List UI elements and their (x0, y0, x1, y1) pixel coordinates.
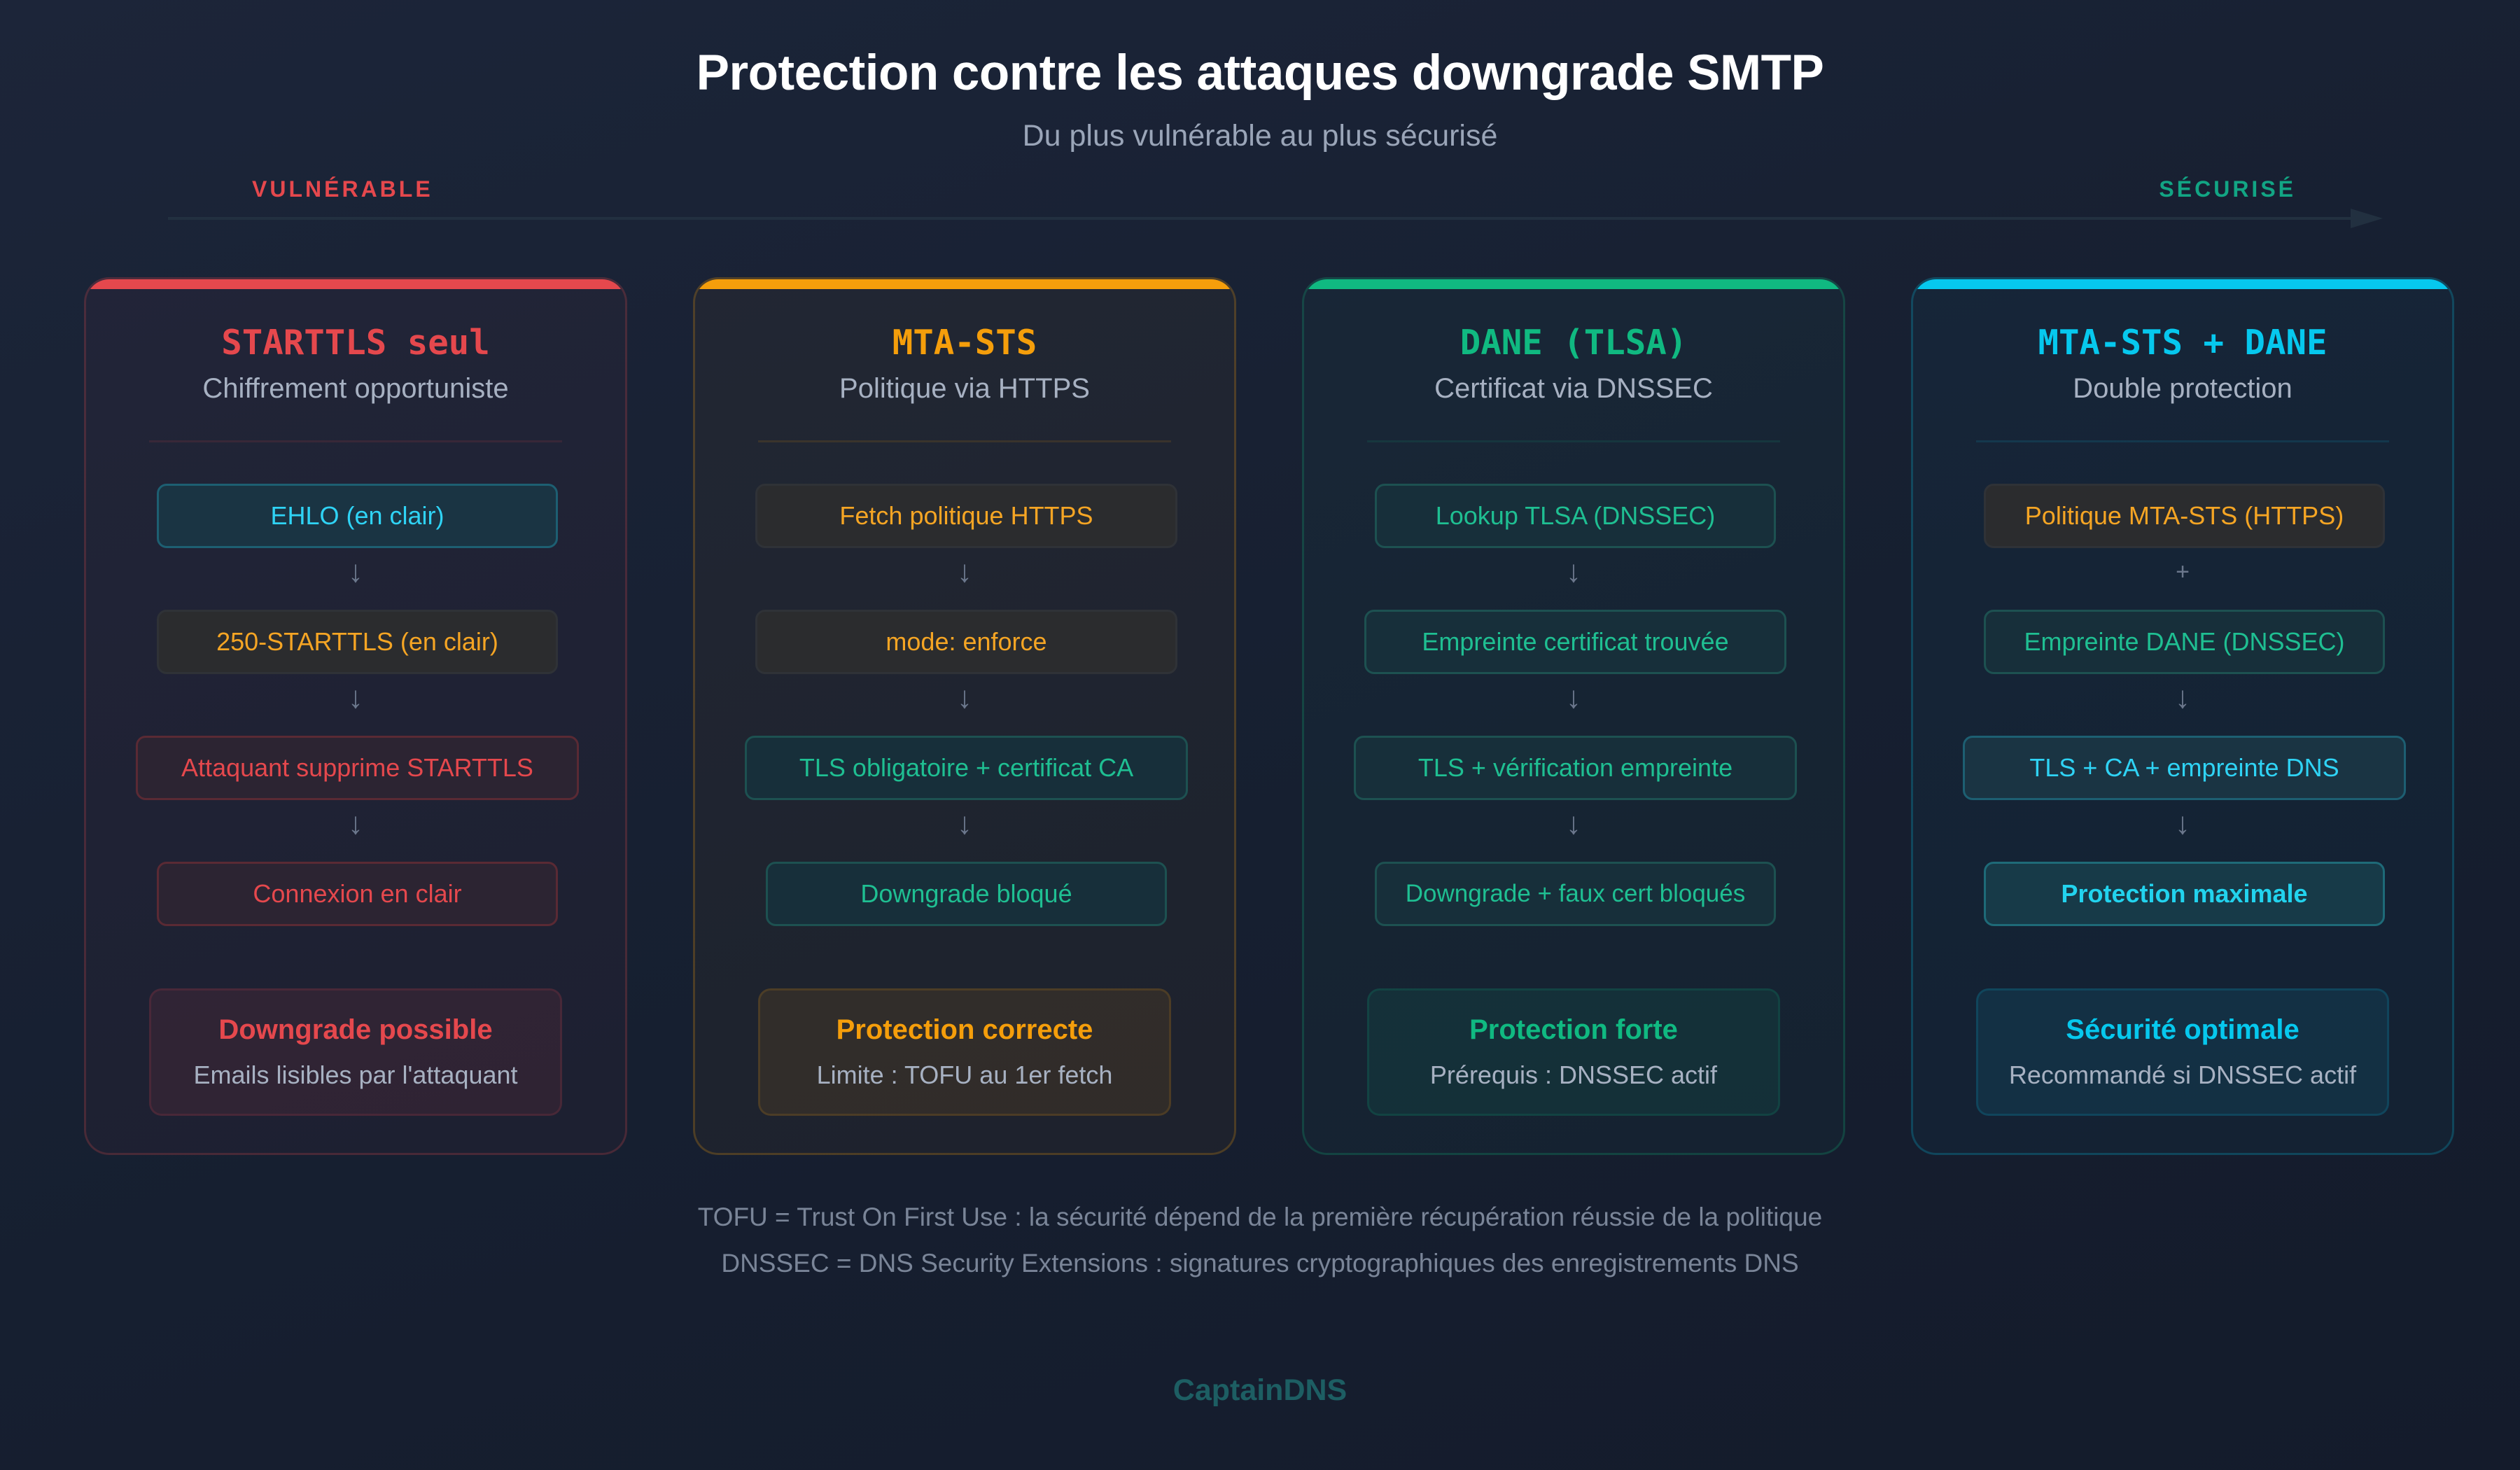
arrow-down-icon: ↓ (2175, 806, 2190, 841)
plus-icon: + (2176, 559, 2190, 585)
card-accent-bar (1913, 279, 2452, 289)
flow-step-plaintext: Connexion en clair (157, 862, 558, 926)
flow-step-blocked: Downgrade + faux cert bloqués (1375, 862, 1776, 926)
arrow-right-icon (2351, 209, 2383, 228)
summary-text: Emails lisibles par l'attaquant (193, 1060, 518, 1089)
flow-step-tls-ca-dns: TLS + CA + empreinte DNS (1963, 736, 2406, 800)
card-divider (758, 440, 1171, 442)
footnote-dnssec: DNSSEC = DNS Security Extensions : signa… (721, 1249, 1799, 1278)
flow-step-dane-fingerprint: Empreinte DANE (DNSSEC) (1984, 610, 2385, 674)
card-subtitle: Chiffrement opportuniste (202, 373, 509, 404)
footnote-tofu: TOFU = Trust On First Use : la sécurité … (697, 1203, 1823, 1231)
card-title: MTA-STS + DANE (2038, 323, 2328, 363)
scale-label-secure: SÉCURISÉ (2159, 176, 2296, 202)
flow-step-fingerprint-check: TLS + vérification empreinte (1354, 736, 1797, 800)
arrow-down-icon: ↓ (348, 680, 363, 715)
arrow-down-icon: ↓ (1566, 554, 1581, 589)
card-divider (149, 440, 562, 442)
arrow-down-icon: ↓ (957, 806, 972, 841)
card-divider (1367, 440, 1780, 442)
flow-step-blocked: Downgrade bloqué (766, 862, 1167, 926)
flow-step-starttls: 250-STARTTLS (en clair) (157, 610, 558, 674)
summary-box: Downgrade possible Emails lisibles par l… (149, 988, 562, 1116)
summary-box: Protection forte Prérequis : DNSSEC acti… (1367, 988, 1780, 1116)
flow-step-fetch-policy: Fetch politique HTTPS (755, 484, 1177, 548)
card-accent-bar (1304, 279, 1843, 289)
card-mta-sts-dane: MTA-STS + DANE Double protection Politiq… (1911, 277, 2454, 1155)
summary-title: Downgrade possible (218, 1014, 493, 1045)
card-accent-bar (695, 279, 1234, 289)
scale-label-vulnerable: VULNÉRABLE (252, 176, 433, 202)
card-mta-sts: MTA-STS Politique via HTTPS Fetch politi… (693, 277, 1236, 1155)
summary-text: Limite : TOFU au 1er fetch (816, 1060, 1113, 1089)
card-title: MTA-STS (892, 323, 1037, 363)
flow-step-max-protection: Protection maximale (1984, 862, 2385, 926)
arrow-down-icon: ↓ (2175, 680, 2190, 715)
card-subtitle: Certificat via DNSSEC (1434, 373, 1713, 404)
brand-logo-text: CaptainDNS (1172, 1373, 1348, 1407)
card-subtitle: Double protection (2073, 373, 2292, 404)
card-accent-bar (86, 279, 625, 289)
summary-text: Recommandé si DNSSEC actif (2008, 1060, 2357, 1089)
flow-step-tls-required: TLS obligatoire + certificat CA (745, 736, 1188, 800)
flow-step-tlsa-lookup: Lookup TLSA (DNSSEC) (1375, 484, 1776, 548)
summary-title: Protection correcte (836, 1014, 1093, 1045)
card-starttls: STARTTLS seul Chiffrement opportuniste E… (84, 277, 627, 1155)
summary-box: Sécurité optimale Recommandé si DNSSEC a… (1976, 988, 2389, 1116)
summary-box: Protection correcte Limite : TOFU au 1er… (758, 988, 1171, 1116)
security-scale-line (168, 217, 2366, 220)
arrow-down-icon: ↓ (348, 554, 363, 589)
arrow-down-icon: ↓ (1566, 680, 1581, 715)
arrow-down-icon: ↓ (1566, 806, 1581, 841)
card-subtitle: Politique via HTTPS (839, 373, 1090, 404)
flow-step-ehlo: EHLO (en clair) (157, 484, 558, 548)
summary-title: Sécurité optimale (2066, 1014, 2300, 1045)
page-subtitle: Du plus vulnérable au plus sécurisé (1022, 119, 1498, 153)
page-title: Protection contre les attaques downgrade… (696, 46, 1824, 101)
flow-step-attacker: Attaquant supprime STARTTLS (136, 736, 579, 800)
arrow-down-icon: ↓ (348, 806, 363, 841)
arrow-down-icon: ↓ (957, 680, 972, 715)
card-dane: DANE (TLSA) Certificat via DNSSEC Lookup… (1302, 277, 1845, 1155)
card-title: DANE (TLSA) (1460, 323, 1688, 363)
card-divider (1976, 440, 2389, 442)
summary-title: Protection forte (1469, 1014, 1678, 1045)
flow-step-fingerprint-found: Empreinte certificat trouvée (1364, 610, 1786, 674)
card-title: STARTTLS seul (221, 323, 490, 363)
flow-step-mta-sts-policy: Politique MTA-STS (HTTPS) (1984, 484, 2385, 548)
flow-step-enforce: mode: enforce (755, 610, 1177, 674)
summary-text: Prérequis : DNSSEC actif (1429, 1060, 1718, 1089)
arrow-down-icon: ↓ (957, 554, 972, 589)
